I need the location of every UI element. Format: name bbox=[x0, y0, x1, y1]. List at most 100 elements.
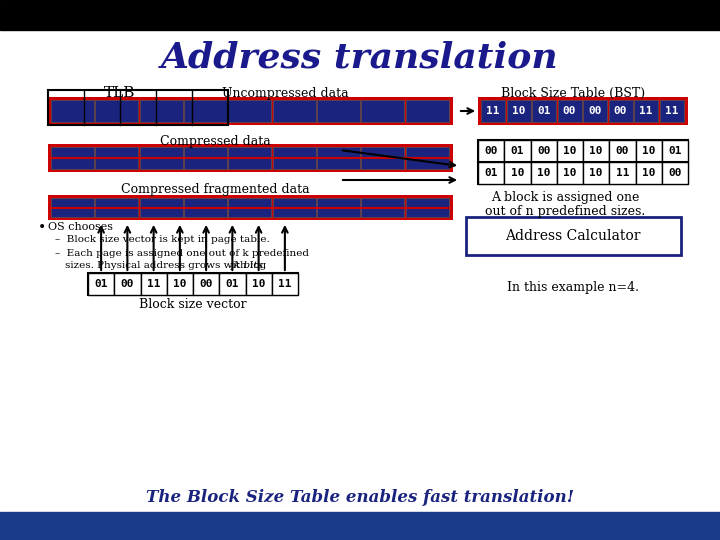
Bar bbox=[478, 162, 688, 184]
Text: 00: 00 bbox=[616, 146, 629, 156]
Text: 10: 10 bbox=[642, 146, 655, 156]
Text: 11: 11 bbox=[639, 106, 653, 116]
Text: 11: 11 bbox=[616, 168, 629, 178]
Bar bbox=[140, 147, 182, 169]
Bar bbox=[317, 147, 360, 169]
Text: 11: 11 bbox=[147, 279, 161, 289]
Text: 00: 00 bbox=[121, 279, 134, 289]
Bar bbox=[228, 198, 271, 217]
Text: 10: 10 bbox=[537, 168, 550, 178]
Bar bbox=[478, 140, 688, 162]
Bar bbox=[184, 100, 227, 122]
Bar bbox=[532, 100, 556, 122]
Bar bbox=[662, 162, 688, 184]
Text: 10: 10 bbox=[642, 168, 655, 178]
Bar bbox=[95, 147, 138, 169]
Bar bbox=[608, 100, 632, 122]
Text: 00: 00 bbox=[613, 106, 627, 116]
Bar bbox=[634, 100, 658, 122]
Bar bbox=[0, 512, 720, 540]
Bar bbox=[636, 140, 662, 162]
Bar bbox=[48, 90, 228, 125]
Bar bbox=[317, 100, 360, 122]
Bar bbox=[405, 100, 449, 122]
Text: Address translation: Address translation bbox=[161, 41, 559, 75]
Bar bbox=[660, 100, 683, 122]
Text: 01: 01 bbox=[94, 279, 108, 289]
Bar bbox=[583, 140, 609, 162]
Bar bbox=[228, 100, 271, 122]
Text: OS chooses: OS chooses bbox=[48, 222, 113, 232]
Text: –  Block size vector is kept in page table.: – Block size vector is kept in page tabl… bbox=[55, 235, 270, 245]
Text: 11: 11 bbox=[278, 279, 292, 289]
Text: –  Each page is assigned one out of k predefined: – Each page is assigned one out of k pre… bbox=[55, 249, 309, 259]
Bar bbox=[48, 144, 453, 172]
Bar bbox=[361, 100, 404, 122]
Bar bbox=[583, 100, 607, 122]
Bar bbox=[0, 0, 720, 30]
Bar bbox=[481, 100, 505, 122]
Bar bbox=[48, 97, 453, 125]
Bar bbox=[220, 273, 246, 295]
Bar bbox=[405, 198, 449, 217]
Text: Compressed fragmented data: Compressed fragmented data bbox=[121, 184, 310, 197]
Bar bbox=[361, 147, 404, 169]
Bar bbox=[228, 147, 271, 169]
Bar bbox=[478, 140, 504, 162]
Text: 00: 00 bbox=[199, 279, 213, 289]
Text: k bits.: k bits. bbox=[234, 261, 266, 271]
Bar bbox=[167, 273, 193, 295]
Text: ₂: ₂ bbox=[230, 264, 233, 272]
Bar bbox=[273, 100, 315, 122]
Text: Uncompressed data: Uncompressed data bbox=[222, 86, 348, 99]
Bar bbox=[636, 162, 662, 184]
Bar bbox=[609, 140, 636, 162]
Text: 10: 10 bbox=[563, 168, 577, 178]
Text: Block size vector: Block size vector bbox=[139, 298, 247, 310]
Bar bbox=[609, 162, 636, 184]
Bar bbox=[140, 273, 167, 295]
Bar bbox=[51, 198, 94, 217]
Text: Block Size Table (BST): Block Size Table (BST) bbox=[501, 86, 645, 99]
Bar bbox=[48, 195, 453, 220]
Bar bbox=[246, 273, 271, 295]
Bar bbox=[95, 198, 138, 217]
Text: out of n predefined sizes.: out of n predefined sizes. bbox=[485, 206, 645, 219]
Text: The Block Size Table enables fast translation!: The Block Size Table enables fast transl… bbox=[146, 489, 574, 507]
Bar bbox=[95, 100, 138, 122]
Text: •: • bbox=[38, 220, 46, 234]
Bar bbox=[140, 198, 182, 217]
Text: 10: 10 bbox=[173, 279, 186, 289]
Text: sizes. Physical address grows with log: sizes. Physical address grows with log bbox=[65, 261, 266, 271]
Text: 00: 00 bbox=[485, 146, 498, 156]
Bar bbox=[193, 273, 220, 295]
Text: 01: 01 bbox=[485, 168, 498, 178]
Text: 10: 10 bbox=[590, 146, 603, 156]
Bar bbox=[531, 140, 557, 162]
Text: 10: 10 bbox=[590, 168, 603, 178]
Bar bbox=[361, 198, 404, 217]
Text: 01: 01 bbox=[537, 106, 551, 116]
Bar bbox=[557, 162, 583, 184]
Text: 01: 01 bbox=[225, 279, 239, 289]
Bar bbox=[184, 198, 227, 217]
Text: 11: 11 bbox=[486, 106, 500, 116]
Bar bbox=[504, 140, 531, 162]
Text: 00: 00 bbox=[588, 106, 602, 116]
Text: 10: 10 bbox=[252, 279, 266, 289]
Text: 10: 10 bbox=[512, 106, 526, 116]
Text: 00: 00 bbox=[563, 106, 576, 116]
Bar bbox=[478, 162, 504, 184]
Bar bbox=[557, 100, 582, 122]
Bar bbox=[506, 100, 531, 122]
Text: 01: 01 bbox=[510, 146, 524, 156]
Text: 10: 10 bbox=[510, 168, 524, 178]
Text: 00: 00 bbox=[537, 146, 550, 156]
Bar bbox=[88, 273, 114, 295]
Bar bbox=[273, 147, 315, 169]
Bar bbox=[51, 147, 94, 169]
Bar bbox=[140, 100, 182, 122]
Bar bbox=[504, 162, 531, 184]
Text: 10: 10 bbox=[563, 146, 577, 156]
Text: Compressed data: Compressed data bbox=[160, 136, 271, 148]
